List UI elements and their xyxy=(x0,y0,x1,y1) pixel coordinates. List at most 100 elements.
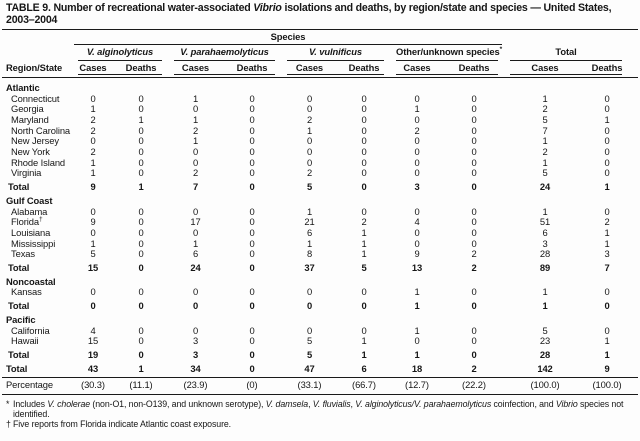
value-cell: 1 xyxy=(90,237,96,249)
state-row: New York 2 0 0 0 0 0 0 0 2 0 xyxy=(6,146,634,158)
value-cell: 0 xyxy=(306,103,313,115)
value-cell: 0 xyxy=(138,216,144,228)
value-cell: 9 xyxy=(90,181,96,193)
row-label: Louisiana xyxy=(11,226,51,238)
value-cell: 0 xyxy=(471,216,477,228)
value-cell: 0 xyxy=(414,226,420,238)
value-cell: (33.1) xyxy=(297,379,322,391)
state-row: Florida† 9 0 17 0 21 2 4 0 51 2 xyxy=(6,216,634,228)
value-cell: 0 xyxy=(192,156,199,168)
species-header: Species xyxy=(74,31,502,45)
text-segment: Five reports from Florida indicate Atlan… xyxy=(13,418,232,429)
region-state-header: Region/State xyxy=(6,61,63,73)
group-header: V. vulnificus xyxy=(287,46,384,61)
column-header-deaths: Deaths xyxy=(591,61,623,73)
value-cell: 1 xyxy=(361,348,367,360)
section-name: Atlantic xyxy=(6,81,40,93)
text-segment: (non-O1, non-O139, and unknown serotype)… xyxy=(90,398,266,409)
value-cell: 0 xyxy=(471,286,477,298)
value-cell: 1 xyxy=(414,286,420,298)
value-cell: 0 xyxy=(471,113,477,125)
text-segment: TABLE 9. Number of recreational water-as… xyxy=(6,2,254,14)
value-cell: 0 xyxy=(249,262,255,274)
value-cell: 19 xyxy=(87,348,99,360)
value-cell: 0 xyxy=(604,146,610,158)
value-cell: 2 xyxy=(542,103,548,115)
value-cell: 9 xyxy=(90,216,96,228)
value-cell: 5 xyxy=(361,262,367,274)
row-label: Maryland xyxy=(11,113,49,125)
row-label: Rhode Island xyxy=(11,156,66,168)
value-cell: 1 xyxy=(542,92,548,104)
value-cell: 0 xyxy=(192,324,199,336)
value-cell: 142 xyxy=(537,363,553,375)
value-cell: 0 xyxy=(471,103,477,115)
value-cell: 0 xyxy=(471,92,477,104)
value-cell: 0 xyxy=(414,156,420,168)
value-cell: 37 xyxy=(304,262,315,274)
value-cell: 0 xyxy=(138,237,144,249)
value-cell: (100.0) xyxy=(530,379,560,391)
value-cell: 34 xyxy=(190,363,201,375)
value-cell: 2 xyxy=(471,262,477,274)
value-cell: 0 xyxy=(249,363,255,375)
column-header-cases: Cases xyxy=(531,61,559,73)
column-header-deaths: Deaths xyxy=(458,61,490,73)
value-cell: 1 xyxy=(192,237,199,249)
value-cell: 1 xyxy=(604,335,610,347)
value-cell: (100.0) xyxy=(592,379,622,391)
row-label: Total xyxy=(8,300,30,312)
value-cell: 4 xyxy=(414,216,420,228)
row-label: North Carolina xyxy=(11,124,71,136)
value-cell: 2 xyxy=(90,124,96,136)
pair-underline-row xyxy=(6,74,634,76)
pair-underline xyxy=(287,74,384,76)
value-cell: 9 xyxy=(414,248,420,260)
state-row: Texas 5 0 6 0 8 1 9 2 28 3 xyxy=(6,249,634,260)
value-cell: 1 xyxy=(361,226,367,238)
value-cell: 0 xyxy=(138,226,144,238)
value-cell: 1 xyxy=(306,205,313,217)
section-header-row: Gulf Coast xyxy=(6,193,634,207)
value-cell: 0 xyxy=(414,92,420,104)
value-cell: 0 xyxy=(192,300,199,312)
value-cell: 0 xyxy=(414,237,420,249)
value-cell: 0 xyxy=(604,324,610,336)
value-cell: (66.7) xyxy=(352,379,376,391)
title-rule xyxy=(2,29,638,31)
footnote-marker: † xyxy=(38,216,43,224)
value-cell: 0 xyxy=(604,300,610,312)
value-cell: 0 xyxy=(361,103,367,115)
value-cell: (11.1) xyxy=(129,379,153,391)
text-segment: Vibrio xyxy=(253,2,282,14)
value-cell: 0 xyxy=(138,286,144,298)
value-cell: 1 xyxy=(90,103,96,115)
row-label: Kansas xyxy=(11,286,42,298)
value-cell: 1 xyxy=(414,300,420,312)
value-cell: 0 xyxy=(249,167,255,179)
text-segment: V. damsela xyxy=(265,398,309,409)
value-cell: 0 xyxy=(192,286,199,298)
value-cell: 1 xyxy=(542,286,548,298)
value-cell: 0 xyxy=(604,156,610,168)
value-cell: 2 xyxy=(414,124,420,136)
species-header-row: Species xyxy=(6,31,634,45)
text-segment: coinfection, and xyxy=(491,398,556,409)
value-cell: 0 xyxy=(249,156,255,168)
value-cell: 0 xyxy=(249,324,255,336)
value-cell: 0 xyxy=(249,348,255,360)
value-cell: 0 xyxy=(138,324,144,336)
value-cell: 0 xyxy=(249,92,255,104)
value-cell: 3 xyxy=(414,181,420,193)
value-cell: 6 xyxy=(192,248,199,260)
value-cell: (0) xyxy=(246,379,258,391)
group-header-row: V. alginolyticus V. parahaemolyticus V. vu… xyxy=(6,46,634,61)
value-cell: 2 xyxy=(361,216,367,228)
value-cell: 0 xyxy=(138,92,144,104)
value-cell: 1 xyxy=(414,348,420,360)
group-header: Other/unknown species* xyxy=(396,46,502,61)
section-name: Gulf Coast xyxy=(6,194,53,206)
text-segment: Vibrio xyxy=(555,398,578,409)
value-cell: 0 xyxy=(192,226,199,238)
value-cell: 0 xyxy=(471,226,477,238)
